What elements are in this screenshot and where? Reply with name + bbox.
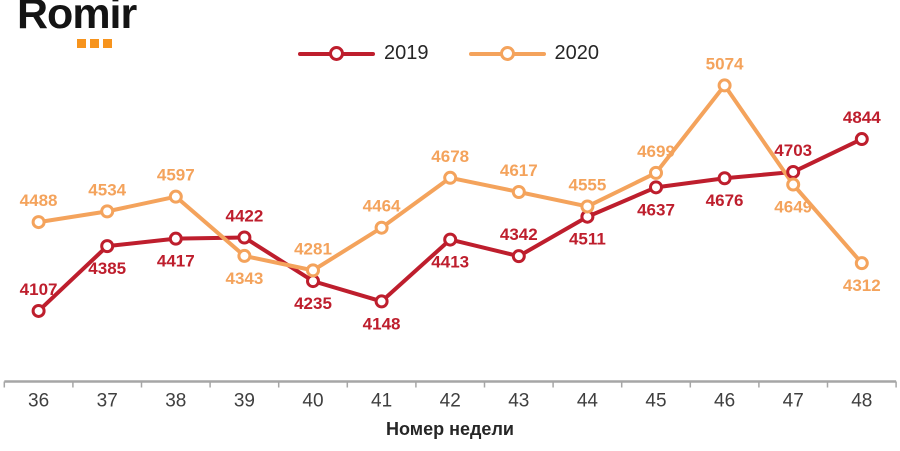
data-point-2020-week-40 [306, 263, 320, 278]
data-point-2019-week-48 [854, 132, 869, 147]
data-label-2020-week-46: 5074 [706, 54, 744, 73]
data-label-2019-week-44: 4511 [569, 230, 606, 249]
data-label-2020-week-47: 4649 [774, 198, 812, 217]
data-label-2019-week-45: 4637 [637, 200, 675, 219]
x-tick-label: 40 [302, 391, 323, 412]
data-label-2019-week-47: 4703 [774, 141, 812, 160]
data-label-2019-week-42: 4413 [431, 253, 469, 272]
data-point-2019-week-36 [31, 303, 46, 318]
data-point-2019-week-42 [443, 232, 458, 247]
data-point-2020-week-38 [168, 189, 183, 204]
romir-logo-dots-icon [77, 39, 112, 48]
data-point-2020-week-47 [786, 177, 801, 192]
x-tick-label: 41 [371, 391, 392, 412]
x-tick-label: 36 [28, 391, 49, 412]
romir-logo: Romir [17, 0, 137, 48]
data-point-2019-week-45 [649, 180, 663, 195]
data-point-2019-week-47 [786, 164, 801, 179]
chart-legend: 2019 2020 [298, 42, 599, 65]
x-tick-label: 43 [508, 391, 529, 412]
data-point-2019-week-43 [511, 249, 526, 264]
data-label-2019-week-38: 4417 [157, 252, 195, 271]
data-label-2019-week-41: 4148 [363, 314, 401, 333]
data-label-2019-week-46: 4676 [706, 191, 744, 210]
data-point-2019-week-37 [100, 239, 115, 254]
data-label-2019-week-48: 4844 [843, 108, 881, 127]
x-tick-label: 46 [714, 391, 735, 412]
legend-line-marker-2019-icon [298, 43, 375, 65]
data-point-2020-week-41 [374, 220, 389, 235]
legend-label-2020: 2020 [554, 42, 600, 64]
data-point-2019-week-46 [717, 171, 732, 186]
legend-item-2019: 2019 [298, 42, 429, 65]
legend-label-2019: 2019 [384, 42, 429, 64]
data-label-2019-week-37: 4385 [88, 259, 126, 278]
data-point-2020-week-44 [580, 199, 595, 214]
legend-line-marker-2020-icon [468, 43, 546, 65]
x-tick-label: 42 [440, 391, 461, 412]
logo-dot [90, 39, 99, 48]
data-label-2020-week-48: 4312 [843, 276, 881, 295]
data-point-2019-week-41 [374, 294, 389, 309]
data-point-2020-week-36 [31, 215, 46, 230]
x-tick-label: 38 [165, 391, 186, 412]
data-label-2019-week-43: 4342 [500, 225, 538, 244]
romir-logo-text: Romir [17, 0, 137, 38]
data-label-2019-week-39: 4422 [225, 206, 263, 225]
data-label-2020-week-43: 4617 [500, 161, 538, 180]
x-tick-label: 48 [851, 391, 872, 412]
data-label-2020-week-45: 4699 [637, 142, 675, 161]
data-label-2020-week-36: 4488 [20, 191, 58, 210]
data-label-2019-week-40: 4235 [294, 294, 332, 313]
data-point-2019-week-38 [168, 231, 183, 246]
x-axis-title: Номер недели [386, 419, 514, 439]
data-point-2019-week-39 [237, 230, 252, 245]
logo-dot [103, 39, 112, 48]
data-label-2020-week-38: 4597 [157, 166, 195, 185]
x-tick-label: 47 [783, 391, 804, 412]
data-label-2020-week-44: 4555 [568, 175, 606, 194]
x-tick-label: 39 [234, 391, 255, 412]
data-label-2020-week-41: 4464 [363, 197, 401, 216]
x-tick-label: 44 [577, 391, 599, 412]
data-point-2020-week-42 [443, 170, 458, 185]
data-point-2020-week-37 [100, 204, 115, 219]
legend-item-2020: 2020 [468, 42, 600, 65]
logo-dot [77, 39, 86, 48]
x-tick-label: 37 [97, 391, 118, 412]
x-tick-label: 45 [645, 391, 666, 412]
data-point-2020-week-46 [717, 78, 732, 93]
data-point-2020-week-39 [237, 248, 252, 263]
data-label-2020-week-37: 4534 [88, 180, 126, 199]
data-label-2019-week-36: 4107 [20, 280, 58, 299]
data-label-2020-week-40: 4281 [294, 239, 332, 258]
data-point-2020-week-48 [854, 256, 869, 271]
data-label-2020-week-42: 4678 [431, 147, 469, 166]
data-point-2020-week-45 [649, 165, 663, 180]
data-label-2020-week-39: 4343 [225, 269, 263, 288]
data-point-2020-week-43 [511, 185, 526, 200]
